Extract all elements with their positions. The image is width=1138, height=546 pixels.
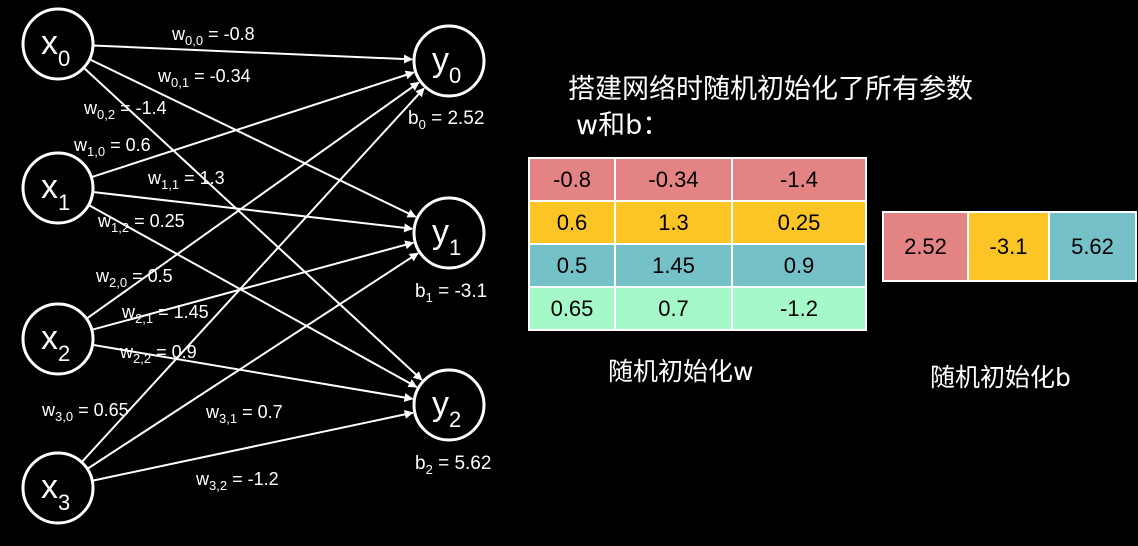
- w-row-3: 0.65 0.7 -1.2: [528, 286, 867, 331]
- weight-label: w1,0 = 0.6: [73, 135, 151, 159]
- weight-edge: [92, 343, 414, 402]
- w-cell: 1.45: [614, 243, 733, 288]
- weight-label-layer: w0,0 = -0.8 w0,1 = -0.34 w0,2 = -1.4 w1,0 =…: [41, 24, 283, 493]
- bias-label: b2 = 5.62: [415, 453, 491, 477]
- w-cell: -1.2: [731, 286, 867, 331]
- w-cell: 0.25: [731, 200, 867, 245]
- node-circle: [412, 24, 486, 98]
- weight-label: w0,1 = -0.34: [157, 66, 251, 90]
- bias-label-layer: b0 = 2.52 b1 = -3.1 b2 = 5.62: [408, 108, 491, 477]
- w-cell: 0.65: [528, 286, 616, 331]
- w-cell: 0.7: [614, 286, 733, 331]
- weight-edge: [92, 191, 414, 233]
- w-row-2: 0.5 1.45 0.9: [528, 243, 867, 288]
- node-label: y0: [432, 41, 461, 88]
- weight-edge: [86, 252, 419, 470]
- weight-label: w0,2 = -1.4: [83, 98, 167, 122]
- node-circle: [412, 368, 486, 442]
- bias-label: b1 = -3.1: [415, 281, 487, 305]
- node-label: x3: [41, 468, 70, 515]
- weight-label: w3,2 = -1.2: [195, 469, 279, 493]
- b-cell: 5.62: [1048, 211, 1137, 282]
- weight-label: w2,0 = 0.5: [95, 266, 173, 290]
- weight-edge: [80, 87, 425, 463]
- output-node: y2: [412, 368, 486, 442]
- weight-label: w2,1 = 1.45: [121, 302, 209, 326]
- w-cell: 0.9: [731, 243, 867, 288]
- input-node: x3: [21, 451, 95, 525]
- w-cell: -1.4: [731, 157, 867, 202]
- weight-edge: [91, 240, 415, 331]
- output-node: y0: [412, 24, 486, 98]
- input-node: x2: [21, 302, 95, 376]
- w-row-1: 0.6 1.3 0.25: [528, 200, 867, 245]
- node-circle: [412, 196, 486, 270]
- node-circle: [21, 151, 95, 225]
- w-cell: -0.34: [614, 157, 733, 202]
- w-matrix-table: -0.8 -0.34 -1.4 0.6 1.3 0.25 0.5 1.45 0.…: [528, 157, 867, 331]
- node-layer: x0 x1 x2 x3 y0 y1 y2: [21, 7, 486, 525]
- w-cell: 0.6: [528, 200, 616, 245]
- b-cell: -3.1: [967, 211, 1050, 282]
- node-label: x2: [41, 319, 70, 366]
- input-node: x0: [21, 7, 95, 81]
- bias-label: b0 = 2.52: [408, 108, 484, 132]
- node-circle: [21, 7, 95, 81]
- node-label: y2: [432, 385, 461, 432]
- b-cell: 2.52: [882, 211, 969, 282]
- node-circle: [21, 302, 95, 376]
- weight-edge: [83, 67, 423, 381]
- title-line-1: 搭建网络时随机初始化了所有参数: [568, 74, 973, 105]
- input-node: x1: [21, 151, 95, 225]
- b-caption: 随机初始化b: [930, 363, 1071, 392]
- w-caption: 随机初始化w: [608, 357, 754, 386]
- weight-label: w2,2 = 0.9: [119, 342, 197, 366]
- weight-edge: [88, 204, 418, 388]
- weight-label: w1,1 = 1.3: [147, 168, 225, 192]
- weight-label: w3,1 = 0.7: [205, 402, 283, 426]
- description-title: 搭建网络时随机初始化了所有参数 w和b：: [568, 72, 973, 144]
- w-cell: 1.3: [614, 200, 733, 245]
- node-circle: [21, 451, 95, 525]
- weight-edge: [90, 70, 415, 179]
- weight-label: w1,2 = 0.25: [97, 211, 185, 235]
- edge-layer: [80, 44, 425, 482]
- node-label: y1: [432, 213, 461, 260]
- weight-edge: [92, 44, 413, 64]
- w-cell: -0.8: [528, 157, 616, 202]
- title-line-2: w和b：: [576, 110, 670, 141]
- weight-edge: [89, 58, 417, 218]
- weight-edge: [85, 81, 420, 320]
- b-vector-table: 2.52 -3.1 5.62: [882, 211, 1137, 282]
- node-label: x1: [41, 168, 70, 215]
- b-row: 2.52 -3.1 5.62: [882, 211, 1137, 282]
- weight-edge: [92, 409, 414, 482]
- weight-label: w3,0 = 0.65: [41, 400, 129, 424]
- w-row-0: -0.8 -0.34 -1.4: [528, 157, 867, 202]
- w-cell: 0.5: [528, 243, 616, 288]
- node-label: x0: [41, 24, 70, 71]
- output-node: y1: [412, 196, 486, 270]
- weight-label: w0,0 = -0.8: [171, 24, 255, 48]
